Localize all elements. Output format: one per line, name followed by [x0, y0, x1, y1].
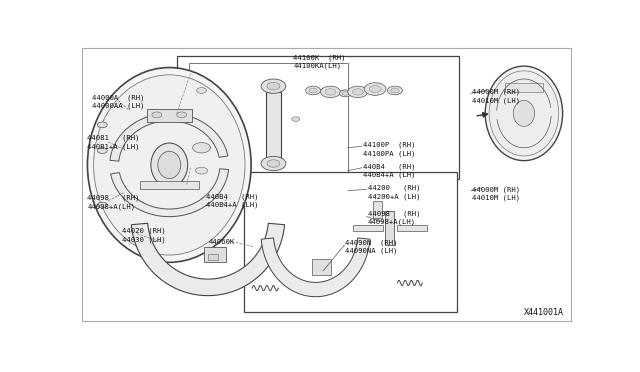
Circle shape [261, 156, 286, 171]
Text: 44000A  (RH)
44000AA (LH): 44000A (RH) 44000AA (LH) [92, 94, 145, 109]
Circle shape [196, 87, 207, 93]
Circle shape [261, 79, 286, 93]
Ellipse shape [88, 68, 251, 262]
Bar [385, 211, 394, 245]
Bar [177, 56, 460, 179]
Circle shape [391, 88, 399, 93]
Circle shape [352, 89, 364, 95]
Polygon shape [111, 169, 228, 217]
Circle shape [306, 86, 321, 95]
Circle shape [339, 90, 351, 97]
Circle shape [193, 142, 211, 153]
Text: 44020 (RH)
44030 (LH): 44020 (RH) 44030 (LH) [122, 228, 166, 243]
Bar [147, 109, 191, 122]
Bar [372, 201, 381, 218]
Circle shape [321, 86, 340, 97]
Circle shape [309, 88, 317, 93]
Circle shape [267, 160, 280, 167]
Ellipse shape [489, 71, 559, 156]
Ellipse shape [513, 100, 534, 126]
Circle shape [177, 112, 187, 118]
Bar [505, 83, 543, 92]
Circle shape [364, 83, 386, 95]
Circle shape [292, 117, 300, 121]
Text: 44098   (RH)
44098+A(LH): 44098 (RH) 44098+A(LH) [367, 211, 420, 225]
Text: 44100P  (RH)
44100PA (LH): 44100P (RH) 44100PA (LH) [363, 142, 415, 157]
Circle shape [325, 89, 336, 95]
Circle shape [97, 122, 108, 128]
Circle shape [196, 167, 207, 174]
Text: 440B4   (RH)
440B4+A (LH): 440B4 (RH) 440B4+A (LH) [363, 163, 415, 178]
Text: 44081   (RH)
440B1+A (LH): 44081 (RH) 440B1+A (LH) [88, 135, 140, 150]
Polygon shape [261, 238, 370, 297]
Bar [244, 172, 457, 312]
Text: 44060K: 44060K [209, 239, 236, 245]
Bar [312, 260, 332, 275]
Text: 44000M (RH)
44010M (LH): 44000M (RH) 44010M (LH) [472, 186, 520, 201]
Circle shape [342, 92, 349, 95]
Polygon shape [131, 223, 285, 296]
Polygon shape [266, 92, 281, 158]
Bar [140, 181, 199, 189]
Ellipse shape [151, 143, 188, 187]
Bar [208, 254, 218, 260]
Ellipse shape [93, 75, 245, 255]
Text: X441001A: X441001A [524, 308, 564, 317]
Text: 44200   (RH)
44200+A (LH): 44200 (RH) 44200+A (LH) [367, 185, 420, 200]
Circle shape [97, 202, 108, 208]
Text: 440B4   (RH)
440B4+A (LH): 440B4 (RH) 440B4+A (LH) [207, 193, 259, 208]
Bar [189, 63, 348, 172]
Circle shape [369, 86, 381, 93]
Polygon shape [110, 113, 228, 161]
Text: 44100K  (RH)
44100KA(LH): 44100K (RH) 44100KA(LH) [293, 54, 346, 69]
Ellipse shape [158, 151, 180, 179]
Bar [397, 225, 428, 231]
Text: 44090N  (RH)
44090NA (LH): 44090N (RH) 44090NA (LH) [346, 239, 398, 254]
Circle shape [388, 86, 403, 95]
Circle shape [348, 86, 368, 97]
Bar [353, 225, 383, 231]
Text: 44000M (RH)
44010M (LH): 44000M (RH) 44010M (LH) [472, 89, 520, 104]
Ellipse shape [485, 66, 563, 161]
Bar [204, 247, 227, 262]
Circle shape [97, 148, 108, 154]
Text: 44098   (RH)
44098+A(LH): 44098 (RH) 44098+A(LH) [88, 195, 140, 210]
Circle shape [152, 112, 162, 118]
Circle shape [267, 83, 280, 90]
